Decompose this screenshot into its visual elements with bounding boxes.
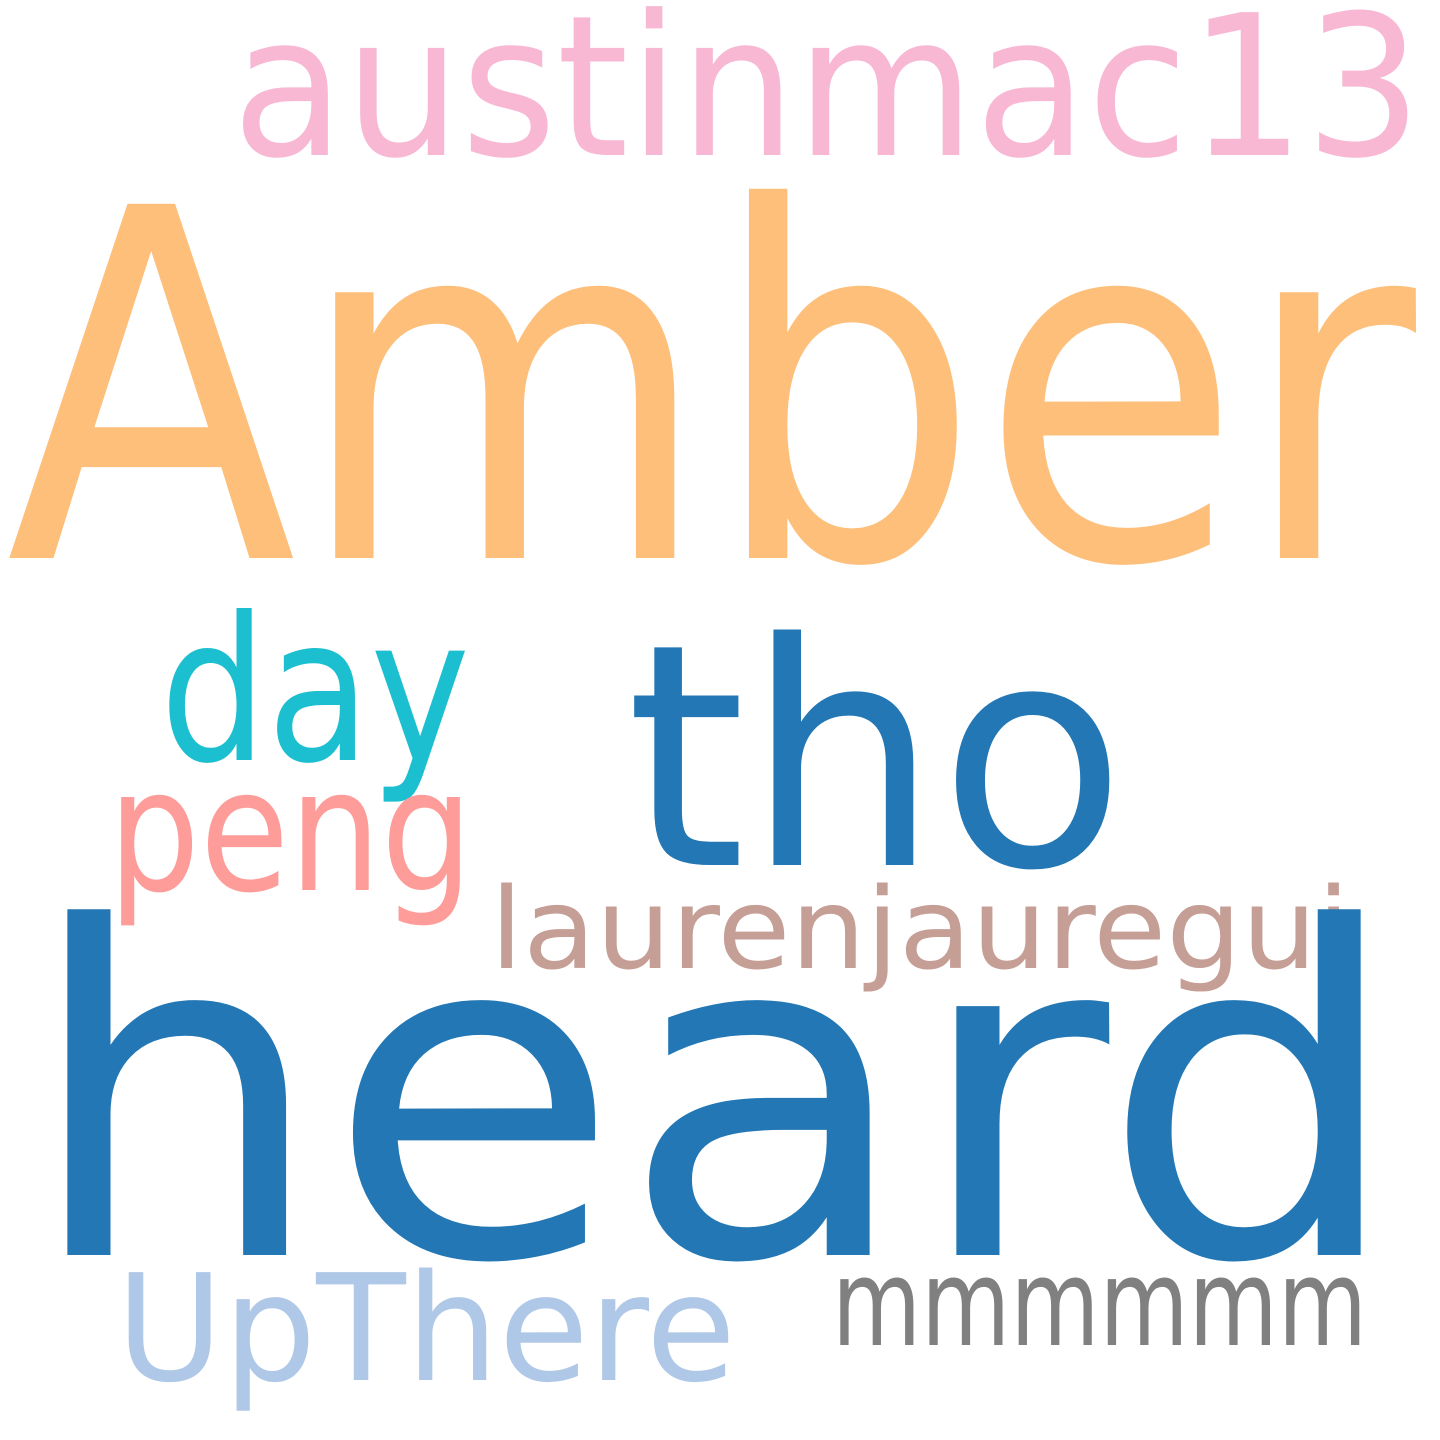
word-mmmmmm: mmmmmm: [832, 1235, 1367, 1374]
word-amber: Amber: [6, 107, 1421, 673]
word-austinmac13: austinmac13: [232, 0, 1422, 202]
word-heard: heard: [24, 834, 1404, 1363]
word-laurenjauregui: laurenjauregui: [490, 865, 1350, 995]
word-day: day: [160, 575, 470, 808]
word-upthere: UpThere: [116, 1243, 736, 1415]
word-peng: peng: [108, 733, 473, 931]
word-tho: tho: [626, 578, 1126, 939]
